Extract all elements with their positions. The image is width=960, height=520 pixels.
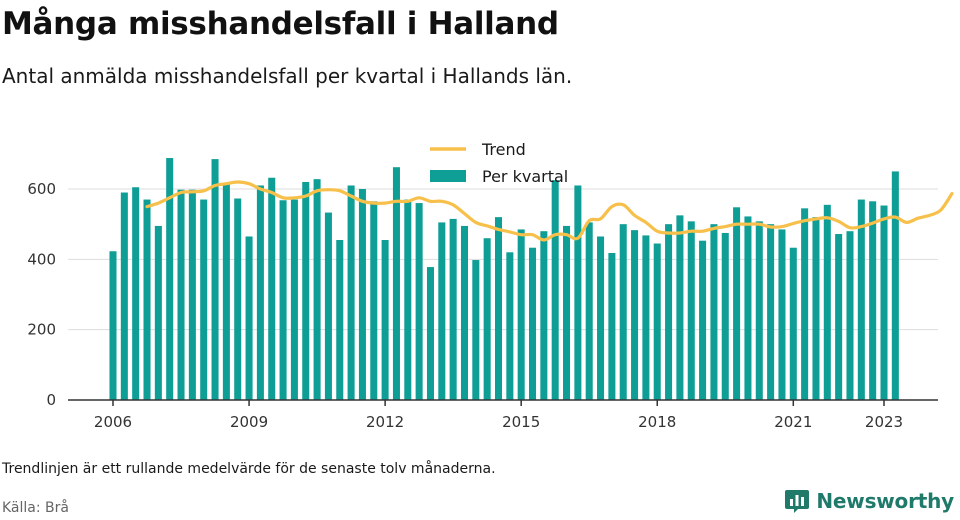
bar <box>846 231 854 400</box>
bar <box>381 239 389 400</box>
bar <box>200 199 208 400</box>
bar <box>801 208 809 400</box>
bar <box>347 185 355 400</box>
bar <box>699 240 707 400</box>
bar <box>222 182 230 400</box>
bar <box>211 159 219 400</box>
bar-chart-speech-bubble-icon <box>785 490 810 513</box>
bar <box>710 224 718 400</box>
bar <box>574 185 582 400</box>
y-tick-label: 0 <box>46 391 56 409</box>
bar <box>631 230 639 400</box>
y-tick-label: 600 <box>27 180 56 198</box>
y-tick-label: 400 <box>27 250 56 268</box>
bar <box>279 200 287 400</box>
bar <box>494 217 503 400</box>
legend-bar-label: Per kvartal <box>482 167 568 186</box>
x-tick-label: 2021 <box>774 413 812 431</box>
bar <box>234 198 242 400</box>
bar <box>426 267 434 400</box>
bar <box>370 201 378 400</box>
bar <box>676 215 684 400</box>
bar <box>268 177 276 400</box>
bar <box>143 199 151 400</box>
bar <box>687 221 695 400</box>
bar <box>324 212 332 400</box>
y-axis-ticks: 0 200 400 600 <box>27 180 56 409</box>
bar <box>597 236 605 400</box>
bar <box>188 189 196 400</box>
x-tick-label: 2015 <box>502 413 540 431</box>
x-tick-label: 2023 <box>865 413 903 431</box>
bar <box>438 222 446 400</box>
chart-note: Trendlinjen är ett rullande medelvärde f… <box>2 461 496 477</box>
bar <box>744 216 752 400</box>
bar <box>177 189 185 400</box>
bar <box>256 185 264 400</box>
bar <box>608 253 616 400</box>
x-tick-label: 2012 <box>366 413 404 431</box>
bar <box>653 243 661 400</box>
x-tick-label: 2006 <box>94 413 132 431</box>
bar <box>540 231 548 400</box>
bar <box>483 238 491 400</box>
bar <box>154 225 162 400</box>
x-tick-label: 2009 <box>230 413 268 431</box>
y-tick-label: 200 <box>27 321 56 339</box>
legend: Trend Per kvartal <box>430 140 568 186</box>
legend-bar-swatch <box>430 170 466 182</box>
bar <box>642 235 650 400</box>
bar <box>313 179 321 400</box>
bar <box>585 222 593 400</box>
bar <box>733 207 741 400</box>
bar <box>120 192 128 400</box>
bars <box>109 158 899 400</box>
bar <box>563 225 571 400</box>
bar <box>472 260 480 400</box>
bar <box>835 234 843 400</box>
bar <box>528 247 537 400</box>
x-axis-ticks: 2006 2009 2012 2015 2018 2021 2023 <box>94 400 903 431</box>
bar <box>721 232 729 400</box>
bar <box>132 187 140 400</box>
bar <box>302 181 310 400</box>
bar <box>245 236 253 400</box>
bar <box>449 218 457 400</box>
page-subtitle: Antal anmälda misshandelsfall per kvarta… <box>2 64 573 88</box>
bar <box>767 224 775 400</box>
bar <box>880 205 888 400</box>
bar <box>812 217 820 400</box>
bar <box>336 239 344 400</box>
bar <box>517 229 525 400</box>
brand-logo[interactable]: Newsworthy <box>784 488 954 514</box>
bar <box>404 199 412 400</box>
bar <box>551 180 559 400</box>
bar <box>755 221 763 400</box>
bar <box>823 204 831 400</box>
page-title: Många misshandelsfall i Halland <box>2 6 559 42</box>
bar <box>665 224 673 400</box>
bar <box>109 251 117 400</box>
bar <box>358 189 366 400</box>
bar <box>891 171 899 400</box>
trend-line <box>145 180 954 242</box>
bar <box>415 203 423 400</box>
bar <box>506 252 514 400</box>
bar <box>857 199 865 400</box>
bar <box>290 199 298 400</box>
legend-trend-label: Trend <box>481 140 526 159</box>
bar <box>869 201 877 400</box>
bar <box>392 167 400 400</box>
bar <box>778 229 786 400</box>
bar <box>619 224 627 400</box>
bar <box>460 225 469 400</box>
bar <box>789 247 797 400</box>
brand-name: Newsworthy <box>816 489 954 513</box>
bar <box>166 158 174 400</box>
source-label: Källa: Brå <box>2 500 69 516</box>
x-tick-label: 2018 <box>638 413 676 431</box>
